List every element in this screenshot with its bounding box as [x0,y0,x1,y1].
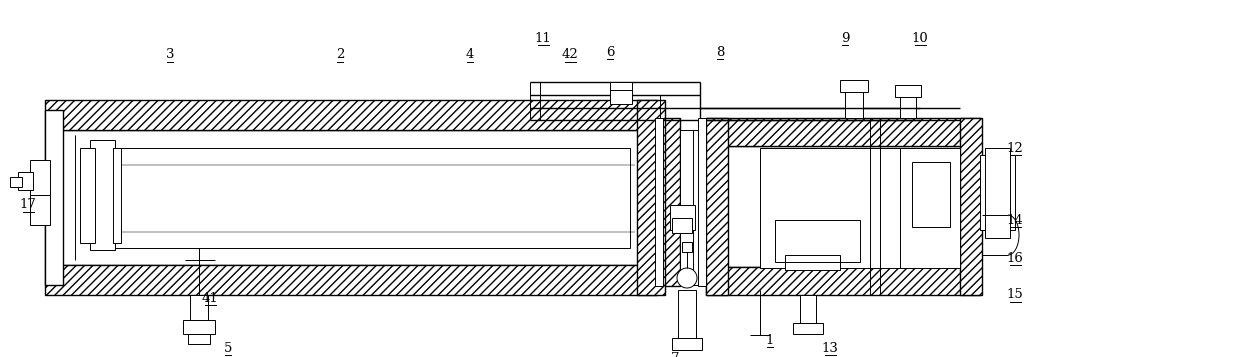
Bar [895,85,921,97]
Text: 3: 3 [166,49,175,61]
Bar [655,118,664,286]
Bar [706,118,728,295]
Bar [610,82,633,104]
Text: 10: 10 [911,31,928,45]
Bar [794,323,823,334]
Bar [775,220,860,262]
Text: 41: 41 [202,292,218,305]
Text: 42: 42 [562,49,578,61]
Bar [660,118,680,286]
Bar [115,148,630,248]
Text: 16: 16 [1006,251,1024,265]
Bar [980,155,1015,230]
Bar [30,195,50,225]
Text: 9: 9 [841,31,849,45]
Bar [760,148,900,268]
Bar [841,80,868,92]
Bar [680,130,698,285]
Text: 17: 17 [20,198,36,211]
Bar [188,334,210,344]
Bar [693,130,701,285]
Text: 8: 8 [716,45,724,59]
Text: 11: 11 [535,31,551,45]
Bar [698,118,706,286]
Bar [706,146,980,267]
Circle shape [677,268,697,288]
Text: 4: 4 [465,49,474,61]
Text: 12: 12 [1006,141,1024,155]
Bar [45,265,657,295]
Bar [45,110,63,285]
Bar [189,295,208,320]
Bar [912,162,950,227]
Bar [682,242,692,252]
Bar [113,148,121,243]
Text: 7: 7 [671,352,680,357]
Bar [672,338,702,350]
Bar [678,290,696,340]
Text: 5: 5 [224,342,233,355]
Bar [30,160,50,195]
Text: 2: 2 [335,49,344,61]
Text: 15: 15 [1006,288,1024,302]
Bar [959,118,982,295]
Bar [45,100,657,130]
Bar [706,267,980,295]
Bar [670,205,695,230]
Bar [19,172,33,190]
Bar [672,218,692,233]
Text: 1: 1 [766,333,774,347]
Bar [10,177,22,187]
Bar [800,295,816,323]
Bar [985,148,1010,238]
Bar [80,148,95,243]
Bar [900,95,916,118]
Bar [638,100,665,295]
Bar [706,118,980,146]
Bar [90,140,115,250]
Bar [846,90,863,118]
Text: 14: 14 [1006,213,1024,226]
Bar [45,130,657,265]
Bar [785,255,841,270]
Text: 13: 13 [822,342,838,355]
Bar [900,148,959,268]
Text: 6: 6 [605,45,614,59]
Bar [183,320,215,334]
